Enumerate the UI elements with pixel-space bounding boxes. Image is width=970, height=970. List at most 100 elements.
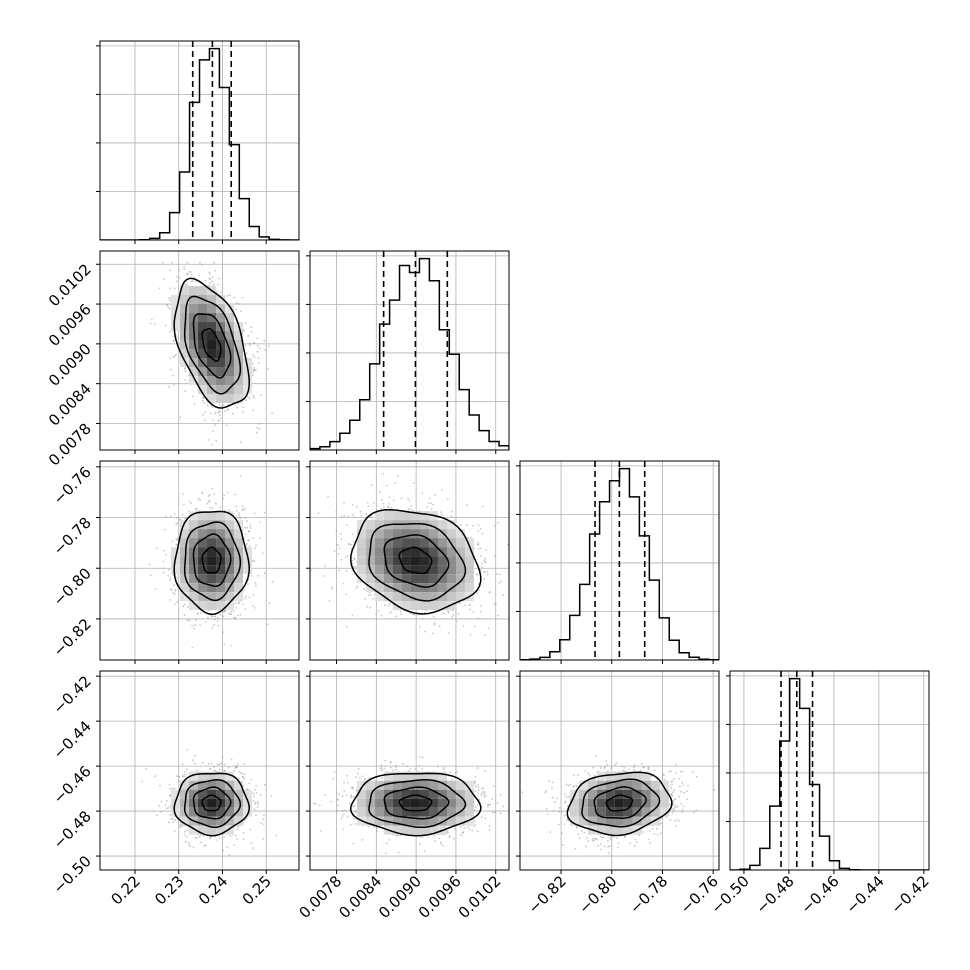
scatter-point: [171, 589, 173, 591]
scatter-point: [353, 818, 355, 820]
scatter-point: [384, 604, 386, 606]
density-cell: [207, 790, 216, 799]
scatter-point: [178, 336, 180, 338]
scatter-point: [256, 470, 258, 472]
density-cell: [393, 511, 402, 520]
density-cell: [189, 565, 198, 574]
scatter-point: [359, 777, 361, 779]
scatter-point: [352, 504, 354, 506]
scatter-point: [210, 282, 212, 284]
scatter-point: [352, 843, 354, 845]
density-cell: [411, 520, 420, 529]
x-tick-label: 0.0102: [455, 872, 505, 922]
scatter-point: [167, 306, 169, 308]
scatter-point: [318, 512, 320, 514]
density-cell: [456, 565, 465, 574]
scatter-point: [188, 842, 190, 844]
scatter-point: [686, 798, 688, 800]
scatter-point: [330, 801, 332, 803]
scatter-point: [496, 573, 498, 575]
scatter-point: [421, 836, 423, 838]
scatter-point: [473, 826, 475, 828]
scatter-point: [243, 838, 245, 840]
scatter-point: [600, 836, 602, 838]
scatter-point: [264, 572, 266, 574]
scatter-point: [176, 775, 178, 777]
scatter-point: [252, 409, 254, 411]
scatter-point: [191, 274, 193, 276]
scatter-point: [176, 539, 178, 541]
scatter-point: [447, 498, 449, 500]
scatter-point: [569, 784, 571, 786]
scatter-point: [191, 625, 193, 627]
scatter-point: [218, 412, 220, 414]
scatter-point: [477, 542, 479, 544]
scatter-point: [469, 634, 471, 636]
scatter-point: [215, 839, 217, 841]
scatter-point: [313, 803, 315, 805]
x-tick-label: −0.42: [887, 872, 932, 917]
scatter-point: [259, 423, 261, 425]
scatter-point: [520, 568, 522, 570]
scatter-point: [673, 789, 675, 791]
density-cell: [207, 574, 216, 583]
density-cell: [384, 781, 393, 790]
density-cell: [393, 538, 402, 547]
scatter-point: [271, 581, 273, 583]
density-cell: [216, 529, 225, 538]
scatter-point: [252, 800, 254, 802]
scatter-point: [213, 770, 215, 772]
scatter-point: [448, 632, 450, 634]
scatter-point: [610, 838, 612, 840]
density-cell: [660, 799, 669, 808]
scatter-point: [451, 779, 453, 781]
density-cell: [180, 313, 189, 322]
scatter-point: [365, 513, 367, 515]
scatter-point: [682, 771, 684, 773]
scatter-point: [489, 803, 491, 805]
density-cell: [207, 304, 216, 313]
scatter-point: [352, 788, 354, 790]
scatter-point: [484, 558, 486, 560]
scatter-point: [467, 826, 469, 828]
scatter-point: [413, 482, 415, 484]
scatter-point: [165, 554, 167, 556]
density-cell: [447, 790, 456, 799]
scatter-point: [257, 803, 259, 805]
x-tick-label: 0.23: [151, 872, 187, 908]
scatter-point: [396, 616, 398, 618]
scatter-point: [251, 331, 253, 333]
density-cell: [384, 772, 393, 781]
scatter-point: [267, 368, 269, 370]
scatter-point: [476, 592, 478, 594]
scatter-point: [263, 814, 265, 816]
density-cell: [447, 781, 456, 790]
y-tick-label: −0.48: [50, 807, 95, 852]
scatter-point: [258, 428, 260, 430]
scatter-point: [666, 816, 668, 818]
scatter-point: [486, 571, 488, 573]
scatter-point: [212, 430, 214, 432]
scatter-point: [220, 291, 222, 293]
scatter-point: [230, 611, 232, 613]
scatter-point: [250, 326, 252, 328]
scatter-point: [634, 845, 636, 847]
scatter-point: [350, 794, 352, 796]
scatter-point: [177, 537, 179, 539]
scatter-point: [209, 278, 211, 280]
scatter-point: [616, 837, 618, 839]
scatter-point: [355, 566, 357, 568]
scatter-point: [217, 620, 219, 622]
density-cell: [357, 808, 366, 817]
scatter-point: [347, 782, 349, 784]
density-cell: [216, 565, 225, 574]
scatter-point: [633, 766, 635, 768]
scatter-point: [494, 525, 496, 527]
scatter-point: [258, 362, 260, 364]
scatter-point: [670, 770, 672, 772]
density-cell: [420, 511, 429, 520]
scatter-point: [240, 441, 242, 443]
density-cell: [225, 394, 234, 403]
scatter-point: [226, 424, 228, 426]
scatter-point: [215, 440, 217, 442]
